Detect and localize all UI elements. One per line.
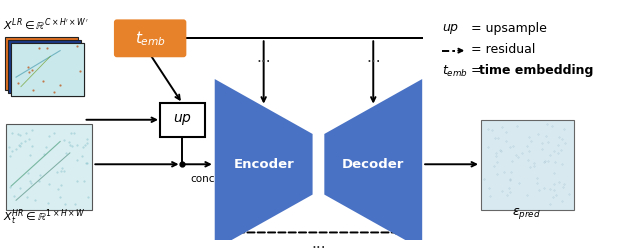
Text: $up$: $up$ <box>173 112 192 127</box>
Text: $t_{emb}$: $t_{emb}$ <box>442 64 468 79</box>
Text: Decoder: Decoder <box>342 158 404 171</box>
Text: time embedding: time embedding <box>479 64 593 77</box>
Bar <box>481 120 574 210</box>
Text: $\varepsilon_{pred}$: $\varepsilon_{pred}$ <box>513 206 541 221</box>
Bar <box>8 40 81 93</box>
Text: Encoder: Encoder <box>233 158 294 171</box>
Text: $t_{emb}$: $t_{emb}$ <box>134 29 165 48</box>
Bar <box>11 43 83 96</box>
Text: =: = <box>471 64 486 77</box>
Text: = residual: = residual <box>471 43 536 56</box>
Text: = upsample: = upsample <box>471 22 547 35</box>
Text: ...: ... <box>256 50 271 65</box>
FancyBboxPatch shape <box>114 19 187 57</box>
Text: $X^{LR} \in \mathbb{R}^{C\times H'\times W'}$: $X^{LR} \in \mathbb{R}^{C\times H'\times… <box>3 17 89 33</box>
FancyBboxPatch shape <box>160 103 205 137</box>
Polygon shape <box>324 79 422 249</box>
Bar <box>6 124 93 210</box>
Bar <box>11 43 83 96</box>
Text: ...: ... <box>366 50 381 65</box>
Bar <box>6 37 78 90</box>
Text: concat: concat <box>190 174 225 184</box>
Polygon shape <box>215 79 313 249</box>
Text: $up$: $up$ <box>442 22 459 36</box>
Text: ...: ... <box>311 236 326 251</box>
Text: $X^{HR}_t \in \mathbb{R}^{1\times H\times W}$: $X^{HR}_t \in \mathbb{R}^{1\times H\time… <box>3 207 86 227</box>
